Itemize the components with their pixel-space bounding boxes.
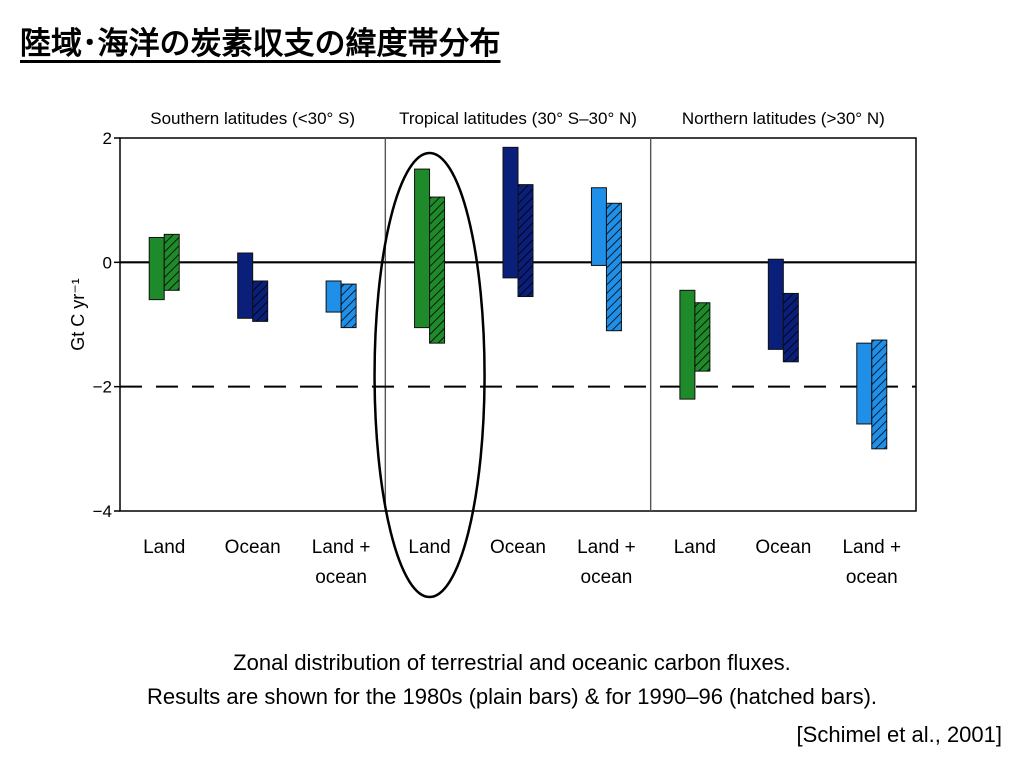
- highlight-ellipse: [373, 151, 486, 599]
- bar-hatch-overlay: [871, 340, 887, 449]
- category-label-line: ocean: [581, 567, 633, 588]
- group-header: Tropical latitudes (30° S–30° N): [399, 109, 637, 128]
- category-label: Land: [674, 537, 716, 558]
- citation: [Schimel et al., 2001]: [796, 722, 1002, 747]
- bar-hatch-overlay: [783, 293, 799, 362]
- bar-hatch-overlay: [341, 284, 357, 328]
- carbon-flux-bar-chart: 2 0 −2 −4 Gt C yr⁻¹ Southern latitudes (<30° …: [68, 109, 917, 599]
- y-tick-label: 2: [103, 129, 112, 148]
- category-label: Land + ocean: [312, 537, 371, 588]
- category-label-line: Land +: [577, 537, 636, 558]
- bar-plain: [414, 168, 431, 329]
- category-label: Ocean: [490, 537, 546, 558]
- bar-plain: [679, 289, 696, 400]
- bar-plain: [502, 146, 519, 279]
- category-label: Land: [143, 537, 185, 558]
- category-label: Ocean: [225, 537, 281, 558]
- caption-line-1: Zonal distribution of terrestrial and oc…: [233, 650, 791, 675]
- category-label-line: Land: [143, 537, 185, 558]
- bar-hatch-overlay: [694, 302, 710, 372]
- bar-plain: [856, 342, 873, 425]
- category-label-line: Ocean: [490, 537, 546, 558]
- slide-title: 陸域･海洋の炭素収支の緯度帯分布: [20, 26, 501, 62]
- bar-hatch-overlay: [606, 203, 622, 331]
- bar-plain: [148, 236, 165, 301]
- bar-plain: [590, 187, 607, 266]
- bar-plain: [237, 252, 254, 319]
- category-label-line: Land +: [312, 537, 371, 558]
- bar-plain: [767, 258, 784, 350]
- group-header: Northern latitudes (>30° N): [682, 109, 885, 128]
- category-label-line: Land +: [842, 537, 901, 558]
- category-label-line: Land: [674, 537, 716, 558]
- y-tick-label: −4: [93, 502, 112, 521]
- bar-hatch-overlay: [518, 184, 533, 297]
- category-label-line: ocean: [846, 567, 898, 588]
- category-label: Land + ocean: [577, 537, 636, 588]
- bar-plain: [325, 280, 342, 313]
- category-label: Land + ocean: [842, 537, 901, 588]
- y-axis-label: Gt C yr⁻¹: [68, 278, 88, 351]
- plot-frame: [119, 137, 917, 512]
- caption-line-2: Results are shown for the 1980s (plain b…: [146, 684, 878, 709]
- y-tick-label: 0: [103, 253, 112, 272]
- group-header: Southern latitudes (<30° S): [150, 109, 355, 128]
- category-label-line: Ocean: [225, 537, 281, 558]
- bar-hatch-overlay: [429, 197, 445, 344]
- category-label: Ocean: [755, 537, 811, 558]
- bar-hatch-overlay: [252, 280, 268, 322]
- bar-hatch-overlay: [164, 234, 180, 291]
- y-tick-label: −2: [93, 378, 112, 397]
- category-label: Land: [408, 537, 450, 558]
- category-label-line: Ocean: [755, 537, 811, 558]
- category-label-line: Land: [408, 537, 450, 558]
- category-label-line: ocean: [315, 567, 367, 588]
